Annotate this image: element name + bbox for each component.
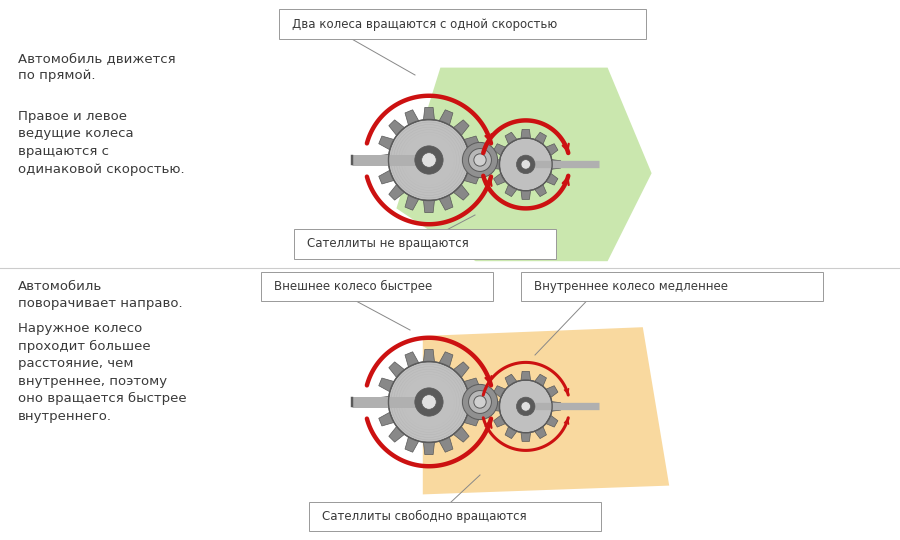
Polygon shape [454,185,469,200]
Text: Два колеса вращаются с одной скоростью: Два колеса вращаются с одной скоростью [292,17,557,30]
Polygon shape [405,352,418,367]
FancyBboxPatch shape [521,272,823,301]
Polygon shape [423,349,435,362]
Text: Правое и левое
ведущие колеса
вращаются с
одинаковой скоростью.: Правое и левое ведущие колеса вращаются … [18,110,184,176]
Text: Наружное колесо
проходит большее
расстояние, чем
внутреннее, поэтому
оно вращает: Наружное колесо проходит большее расстоя… [18,322,186,423]
Polygon shape [439,195,453,210]
Text: Автомобиль
поворачивает направо.: Автомобиль поворачивает направо. [18,280,183,310]
Text: Автомобиль движется
по прямой.: Автомобиль движется по прямой. [18,52,176,83]
Circle shape [469,390,491,414]
Polygon shape [423,107,435,120]
Polygon shape [521,130,531,138]
Polygon shape [545,144,558,156]
Polygon shape [505,185,517,197]
Polygon shape [376,154,389,166]
FancyBboxPatch shape [279,9,646,39]
Text: Внешнее колесо быстрее: Внешнее колесо быстрее [274,280,432,293]
Polygon shape [376,396,389,408]
Polygon shape [379,136,394,150]
Polygon shape [505,132,517,144]
Polygon shape [521,372,531,381]
Polygon shape [389,185,404,200]
Polygon shape [464,136,479,150]
Circle shape [415,388,443,416]
Polygon shape [552,160,561,169]
Polygon shape [464,378,479,392]
Circle shape [500,138,553,191]
Polygon shape [379,170,394,184]
Polygon shape [379,412,394,426]
Polygon shape [521,433,531,441]
Polygon shape [545,386,558,397]
Circle shape [389,119,470,200]
Polygon shape [535,185,546,197]
Text: Сателлиты не вращаются: Сателлиты не вращаются [307,238,469,251]
Circle shape [463,143,498,178]
Circle shape [469,148,491,171]
Polygon shape [396,68,652,261]
Circle shape [473,396,486,408]
Polygon shape [535,427,546,438]
Polygon shape [552,402,561,411]
Circle shape [422,153,436,167]
Polygon shape [389,427,404,442]
Polygon shape [439,110,453,125]
Circle shape [521,402,530,411]
Polygon shape [545,173,558,185]
Polygon shape [521,191,531,199]
Polygon shape [405,110,418,125]
Polygon shape [469,396,482,408]
Circle shape [517,397,535,416]
Polygon shape [454,427,469,442]
Polygon shape [423,200,435,213]
Circle shape [463,384,498,420]
Polygon shape [389,120,404,136]
Polygon shape [454,120,469,136]
Text: Внутреннее колесо медленнее: Внутреннее колесо медленнее [534,280,728,293]
Polygon shape [493,415,506,427]
Polygon shape [423,442,435,455]
Polygon shape [493,173,506,185]
Polygon shape [505,427,517,438]
Polygon shape [405,195,418,210]
Text: Сателлиты свободно вращаются: Сателлиты свободно вращаются [322,510,526,523]
Polygon shape [439,352,453,367]
Polygon shape [464,170,479,184]
Circle shape [415,146,443,174]
Polygon shape [535,132,546,144]
Polygon shape [493,386,506,397]
Polygon shape [493,144,506,156]
FancyBboxPatch shape [294,229,556,259]
Polygon shape [454,362,469,377]
Polygon shape [379,378,394,392]
Polygon shape [545,415,558,427]
Polygon shape [535,374,546,386]
Circle shape [500,380,553,433]
Polygon shape [389,362,404,377]
Circle shape [517,155,535,174]
Circle shape [422,395,436,409]
Polygon shape [439,437,453,452]
FancyBboxPatch shape [261,272,493,301]
Circle shape [473,154,486,166]
Polygon shape [423,327,670,495]
Circle shape [521,160,530,169]
Polygon shape [491,160,500,169]
Polygon shape [505,374,517,386]
Circle shape [389,361,470,442]
FancyBboxPatch shape [309,502,601,531]
Polygon shape [405,437,418,452]
Polygon shape [469,154,482,166]
Polygon shape [464,412,479,426]
Polygon shape [491,402,500,411]
